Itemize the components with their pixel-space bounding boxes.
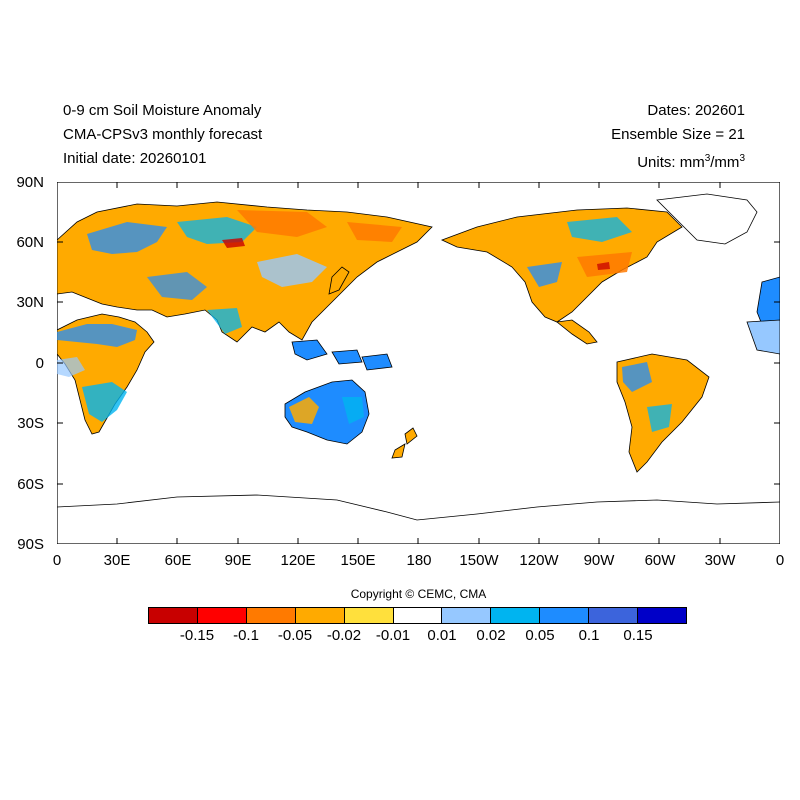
x-tick-label: 60W	[644, 552, 676, 569]
colorbar	[148, 607, 687, 624]
eurasia-dry-1	[237, 210, 327, 237]
colorbar-label: -0.15	[179, 627, 215, 644]
new-zealand	[391, 427, 418, 459]
africa-landmass	[57, 313, 155, 435]
y-tick-label: 90S	[17, 536, 44, 553]
colorbar-swatch	[442, 608, 492, 623]
x-tick-label: 120E	[280, 552, 316, 569]
south-america-wet-2	[647, 404, 672, 432]
north-america-wet-2	[567, 217, 632, 242]
initial-date: Initial date: 20260101	[63, 150, 207, 167]
eurasia-dry-2	[347, 222, 402, 242]
australia-wet-east	[342, 397, 364, 424]
colorbar-label: 0.15	[623, 627, 653, 644]
eurasia-dry-extreme	[222, 238, 245, 248]
x-tick-label: 90W	[583, 552, 615, 569]
colorbar-swatch	[589, 608, 639, 623]
y-tick-label: 90N	[16, 174, 44, 191]
colorbar-label: -0.02	[326, 627, 362, 644]
colorbar-label: -0.1	[233, 627, 259, 644]
eurasia-wet-3	[257, 254, 327, 287]
antarctica-outline	[57, 494, 780, 521]
eurasia-wet-4	[147, 272, 207, 300]
south-america-wet-1	[622, 362, 652, 392]
dates-label: Dates: 202601	[647, 102, 745, 119]
central-america	[556, 319, 598, 345]
north-america-dry-extreme	[597, 262, 610, 270]
x-tick-label: 30W	[704, 552, 736, 569]
x-tick-label: 60E	[164, 552, 192, 569]
map-title: 0-9 cm Soil Moisture Anomaly	[63, 102, 262, 119]
colorbar-swatch	[295, 608, 345, 623]
y-tick-label: 60S	[17, 476, 44, 493]
north-america-landmass	[440, 207, 683, 323]
colorbar-label: -0.05	[277, 627, 313, 644]
se-asia-islands	[291, 339, 393, 371]
japan	[328, 266, 350, 295]
africa-west	[57, 357, 85, 377]
colorbar-swatch	[491, 608, 541, 623]
australia-landmass	[284, 379, 370, 445]
colorbar-label: -0.01	[375, 627, 411, 644]
x-tick-label: 0	[775, 552, 785, 569]
x-tick-label: 30E	[103, 552, 131, 569]
colorbar-swatch	[197, 608, 247, 623]
model-name: CMA-CPSv3 monthly forecast	[63, 126, 263, 143]
world-map	[57, 182, 780, 544]
colorbar-swatch	[344, 608, 394, 623]
x-tick-label: 120W	[519, 552, 559, 569]
colorbar-swatch	[638, 608, 686, 623]
australia-dry	[289, 397, 319, 424]
colorbar-swatch	[393, 608, 443, 623]
colorbar-swatch	[246, 608, 296, 623]
x-tick-label: 180	[406, 552, 432, 569]
eurasia-wet-1	[87, 222, 167, 254]
x-tick-label: 150W	[459, 552, 499, 569]
ensemble-size: Ensemble Size = 21	[611, 126, 745, 143]
greenland	[656, 193, 758, 245]
africa-south-wet	[82, 382, 127, 422]
north-america-wet-1	[527, 262, 562, 287]
india-wet	[207, 308, 242, 334]
west-africa-edge	[746, 319, 780, 355]
tick-marks	[57, 182, 780, 544]
colorbar-swatch	[540, 608, 590, 623]
x-tick-label: 150E	[340, 552, 376, 569]
africa-wet-band	[57, 324, 137, 347]
units-label: Units: mm3/mm3	[637, 153, 745, 171]
colorbar-label: 0.02	[476, 627, 506, 644]
y-tick-label: 0	[35, 355, 44, 372]
y-tick-label: 30S	[17, 415, 44, 432]
y-tick-label: 30N	[16, 294, 44, 311]
x-tick-label: 90E	[224, 552, 252, 569]
colorbar-label: 0.01	[427, 627, 457, 644]
colorbar-label: 0.05	[525, 627, 555, 644]
x-tick-label: 0	[52, 552, 62, 569]
colorbar-swatch	[149, 608, 198, 623]
colorbar-label: 0.1	[578, 627, 600, 644]
copyright-notice: Copyright © CEMC, CMA	[350, 587, 487, 601]
eurasia-wet-2	[177, 217, 257, 244]
y-tick-label: 60N	[16, 234, 44, 251]
